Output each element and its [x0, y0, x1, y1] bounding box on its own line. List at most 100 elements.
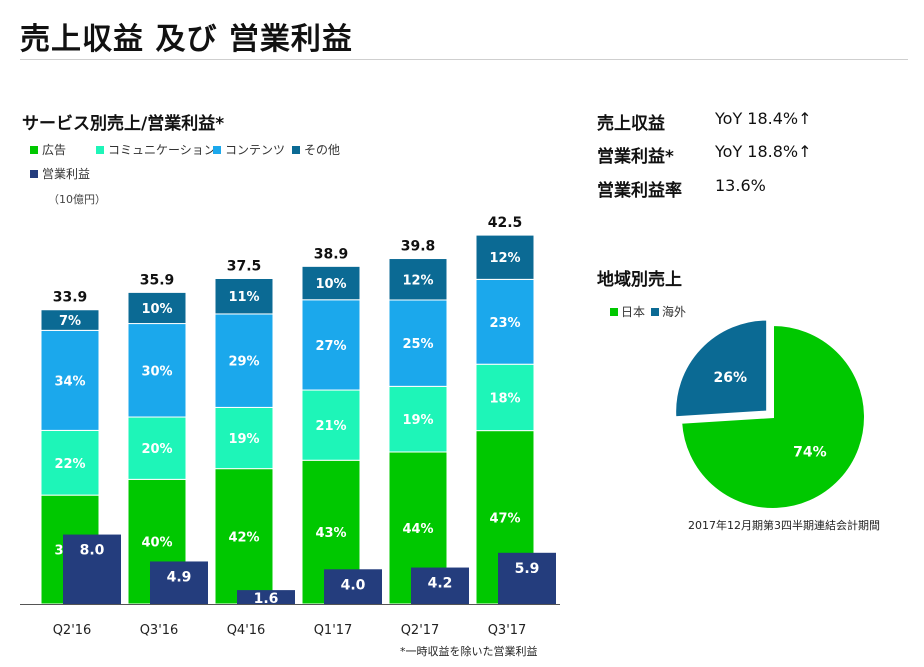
legend-label-content: コンテンツ — [225, 143, 286, 157]
segment-label-content: 23% — [489, 316, 520, 331]
bar-segment-comm — [388, 385, 448, 453]
operating-income-bar — [237, 590, 295, 604]
segment-label-ad: 43% — [315, 526, 346, 541]
segment-label-content: 27% — [315, 339, 346, 354]
pie-legend-swatch-japan — [610, 307, 618, 316]
kpi-label-operating-margin: 営業利益率 — [597, 181, 682, 201]
segment-label-other: 11% — [228, 290, 259, 305]
x-tick-label: Q4'16 — [227, 623, 266, 638]
pie-slice-label-overseas: 26% — [714, 370, 748, 386]
total-label: 35.9 — [140, 272, 175, 288]
bar-segment-other — [127, 291, 187, 325]
pie-legend-label-overseas: 海外 — [662, 305, 687, 319]
kpi-value-operating-income: YoY 18.8%↑ — [715, 142, 812, 161]
segment-label-ad: 40% — [141, 536, 172, 551]
bar-segment-comm — [40, 429, 100, 496]
legend-item-content: コンテンツ — [213, 141, 285, 158]
legend-swatch-communication — [96, 145, 104, 154]
segment-label-ad: 42% — [228, 530, 259, 545]
legend-swatch-content — [213, 145, 221, 154]
operating-income-bar — [498, 552, 556, 604]
operating-income-label: 5.9 — [515, 561, 540, 577]
pie-legend: 日本 海外 — [610, 303, 692, 320]
operating-income-label: 4.9 — [167, 569, 192, 585]
bar-segment-content — [40, 329, 100, 431]
legend-item-ad: 広告 — [30, 141, 66, 158]
total-label: 42.5 — [488, 215, 523, 231]
segment-label-comm: 20% — [141, 442, 172, 457]
pie-legend-swatch-overseas — [651, 307, 660, 316]
footnote: *一時収益を除いた営業利益 — [400, 645, 538, 658]
pie-slice-japan — [680, 323, 866, 510]
segment-label-comm: 22% — [54, 457, 85, 472]
bar-segment-other — [475, 234, 535, 280]
kpi-value-revenue: YoY 18.4%↑ — [715, 109, 812, 128]
segment-label-other: 10% — [315, 277, 346, 292]
bar-segment-ad — [214, 468, 274, 605]
bar-chart-title: サービス別売上/営業利益* — [22, 114, 225, 134]
legend-label-communication: コミュニケーション — [108, 143, 216, 157]
total-label: 33.9 — [53, 290, 88, 306]
kpi-label-operating-income: 営業利益* — [597, 147, 674, 167]
bar-segment-comm — [127, 416, 187, 480]
legend-item-operating-income: 営業利益 — [30, 165, 90, 182]
operating-income-label: 8.0 — [80, 543, 105, 559]
kpi-label-revenue: 売上収益 — [597, 114, 665, 134]
segment-label-content: 30% — [141, 364, 172, 379]
segment-label-ad: 47% — [489, 511, 520, 526]
bar-segment-content — [127, 323, 187, 418]
segment-label-comm: 18% — [489, 391, 520, 406]
period-note: 2017年12月期第3四半期連結会計期間 — [688, 519, 880, 532]
legend-label-other: その他 — [304, 143, 341, 157]
segment-label-other: 12% — [402, 273, 433, 288]
region-pie-chart: 74% 26% — [674, 318, 866, 510]
x-tick-label: Q2'17 — [401, 623, 440, 638]
legend-swatch-other — [292, 145, 300, 154]
segment-label-comm: 19% — [402, 413, 433, 428]
bar-segment-other — [40, 309, 100, 331]
operating-income-bar — [324, 569, 382, 604]
bar-segment-comm — [214, 406, 274, 470]
operating-income-bar — [63, 534, 121, 604]
bar-segment-comm — [475, 363, 535, 432]
segment-label-content: 29% — [228, 355, 259, 370]
pie-legend-item-japan: 日本 — [610, 303, 645, 320]
segment-label-comm: 21% — [315, 419, 346, 434]
revenue-bar-chart: 37%22%34%7%33.98.0Q2'1640%20%30%10%35.94… — [20, 215, 560, 638]
legend-swatch-operating-income — [30, 169, 38, 178]
bar-segment-other — [214, 278, 274, 315]
kpi-value-operating-margin: 13.6% — [715, 176, 766, 195]
x-tick-label: Q3'17 — [488, 623, 527, 638]
segment-label-comm: 19% — [228, 432, 259, 447]
segment-label-content: 34% — [54, 374, 85, 389]
legend-item-other: その他 — [292, 141, 340, 158]
x-tick-label: Q3'16 — [140, 623, 179, 638]
page-title: 売上収益 及び 営業利益 — [20, 22, 353, 57]
total-label: 38.9 — [314, 246, 349, 262]
pie-slice-overseas — [674, 318, 769, 419]
segment-label-other: 7% — [59, 314, 81, 329]
operating-income-label: 4.0 — [341, 577, 366, 593]
segment-label-ad: 44% — [402, 522, 433, 537]
operating-income-label: 4.2 — [428, 576, 453, 592]
legend-label-ad: 広告 — [42, 143, 67, 157]
bar-segment-other — [388, 258, 448, 301]
bar-segment-other — [301, 265, 361, 301]
pie-legend-label-japan: 日本 — [621, 305, 646, 319]
operating-income-bar — [150, 561, 208, 604]
legend-label-operating-income: 営業利益 — [42, 167, 91, 181]
x-tick-label: Q2'16 — [53, 623, 92, 638]
segment-label-other: 12% — [489, 251, 520, 266]
segment-label-content: 25% — [402, 337, 433, 352]
unit-label: （10億円） — [48, 193, 106, 206]
legend-swatch-ad — [30, 145, 38, 154]
bar-segment-comm — [301, 389, 361, 461]
operating-income-label: 1.6 — [254, 591, 279, 607]
pie-slice-label-japan: 74% — [793, 445, 827, 461]
bar-segment-content — [388, 299, 448, 387]
title-divider — [20, 59, 908, 60]
total-label: 39.8 — [401, 239, 436, 255]
bar-segment-content — [301, 299, 361, 391]
x-tick-label: Q1'17 — [314, 623, 353, 638]
region-chart-title: 地域別売上 — [597, 270, 682, 290]
